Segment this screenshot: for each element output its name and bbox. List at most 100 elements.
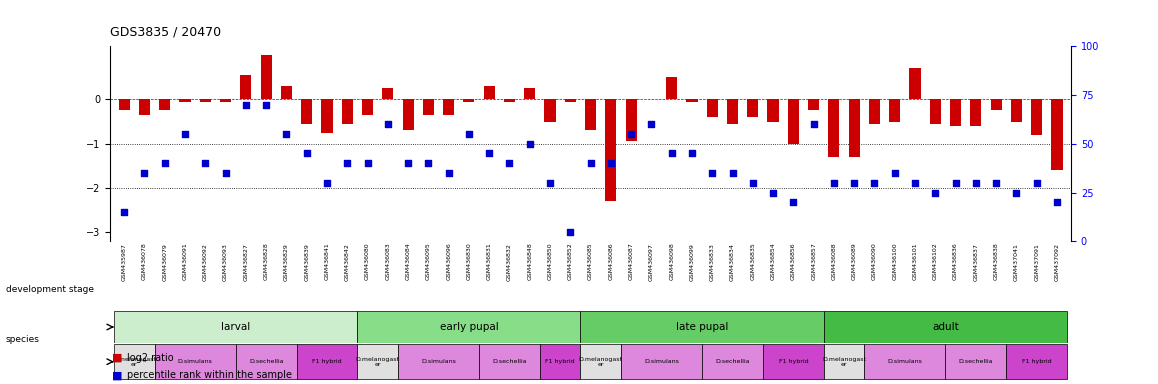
Point — [987, 180, 1005, 186]
Text: GSM436092: GSM436092 — [203, 243, 207, 281]
Point — [500, 160, 519, 166]
Text: GDS3835 / 20470: GDS3835 / 20470 — [110, 25, 221, 38]
Text: GSM436827: GSM436827 — [243, 243, 248, 281]
Bar — [606, 99, 616, 201]
Point — [419, 160, 438, 166]
Text: GSM436100: GSM436100 — [892, 243, 897, 280]
Bar — [358, 311, 580, 343]
Text: adult: adult — [932, 322, 959, 332]
Text: D.melanogast
er: D.melanogast er — [822, 357, 866, 366]
Bar — [580, 311, 823, 343]
Text: late pupal: late pupal — [676, 322, 728, 332]
Bar — [115, 344, 155, 379]
Bar — [808, 99, 819, 111]
Point — [439, 170, 457, 176]
Bar — [625, 99, 637, 141]
Text: GSM436093: GSM436093 — [223, 243, 228, 281]
Point — [805, 121, 823, 127]
Text: GSM436090: GSM436090 — [872, 243, 877, 280]
Point — [560, 228, 579, 235]
Bar — [787, 99, 799, 144]
Text: GSM436841: GSM436841 — [324, 243, 330, 280]
Text: D.sechellia: D.sechellia — [716, 359, 749, 364]
Text: D.sechellia: D.sechellia — [249, 359, 284, 364]
Text: D.sechellia: D.sechellia — [959, 359, 994, 364]
Bar — [296, 344, 358, 379]
Point — [115, 209, 133, 215]
Text: GSM436830: GSM436830 — [467, 243, 471, 280]
Text: D.melanogast
er: D.melanogast er — [579, 357, 623, 366]
Text: GSM436835: GSM436835 — [750, 243, 755, 280]
Text: F1 hybrid: F1 hybrid — [545, 359, 576, 364]
Text: GSM436099: GSM436099 — [689, 243, 695, 281]
Bar — [727, 99, 738, 124]
Text: GSM436079: GSM436079 — [162, 243, 167, 281]
Point — [581, 160, 600, 166]
Bar — [358, 344, 398, 379]
Bar — [155, 344, 236, 379]
Text: GSM436088: GSM436088 — [831, 243, 836, 280]
Point — [460, 131, 478, 137]
Point — [236, 102, 255, 108]
Text: GSM436854: GSM436854 — [770, 243, 776, 280]
Bar — [849, 99, 859, 157]
Text: GSM436089: GSM436089 — [851, 243, 857, 280]
Point — [1048, 199, 1067, 205]
Text: D.simulans: D.simulans — [887, 359, 922, 364]
Point — [155, 160, 174, 166]
Text: species: species — [6, 335, 39, 344]
Bar — [823, 344, 864, 379]
Bar — [236, 344, 296, 379]
Text: development stage: development stage — [6, 285, 94, 295]
Point — [338, 160, 357, 166]
Bar — [139, 99, 151, 115]
Point — [906, 180, 924, 186]
Text: percentile rank within the sample: percentile rank within the sample — [127, 370, 292, 380]
Bar — [950, 99, 961, 126]
Bar — [621, 344, 702, 379]
Point — [176, 131, 195, 137]
Point — [865, 180, 884, 186]
Point — [479, 151, 498, 157]
Point — [703, 170, 721, 176]
Text: GSM436831: GSM436831 — [486, 243, 492, 280]
Bar — [768, 99, 778, 121]
Bar — [301, 99, 313, 124]
Text: GSM436839: GSM436839 — [305, 243, 309, 281]
Bar — [322, 99, 332, 132]
Point — [520, 141, 538, 147]
Text: D.simulans: D.simulans — [177, 359, 213, 364]
Bar — [479, 344, 540, 379]
Text: early pupal: early pupal — [440, 322, 498, 332]
Bar — [444, 99, 454, 115]
Text: D.simulans: D.simulans — [644, 359, 679, 364]
Text: GSM436095: GSM436095 — [426, 243, 431, 280]
Text: GSM436102: GSM436102 — [933, 243, 938, 280]
Bar — [118, 99, 130, 111]
Text: GSM436078: GSM436078 — [142, 243, 147, 280]
Bar — [1006, 344, 1067, 379]
Point — [358, 160, 376, 166]
Point — [643, 121, 661, 127]
Bar — [909, 68, 921, 99]
Text: log2 ratio: log2 ratio — [127, 353, 174, 363]
Text: GSM436085: GSM436085 — [588, 243, 593, 280]
Bar — [115, 311, 358, 343]
Bar — [706, 99, 718, 117]
Bar — [828, 99, 840, 157]
Text: GSM436836: GSM436836 — [953, 243, 958, 280]
Bar — [747, 99, 758, 117]
Text: F1 hybrid: F1 hybrid — [1021, 359, 1051, 364]
Text: ■: ■ — [112, 370, 123, 380]
Text: GSM436091: GSM436091 — [183, 243, 188, 280]
Text: GSM436856: GSM436856 — [791, 243, 796, 280]
Point — [217, 170, 235, 176]
Text: GSM435987: GSM435987 — [122, 243, 126, 281]
Point — [662, 151, 681, 157]
Point — [764, 189, 783, 195]
Text: GSM436828: GSM436828 — [264, 243, 269, 280]
Point — [257, 102, 276, 108]
Text: GSM436086: GSM436086 — [608, 243, 614, 280]
Text: GSM437041: GSM437041 — [1014, 243, 1019, 281]
Point — [622, 131, 640, 137]
